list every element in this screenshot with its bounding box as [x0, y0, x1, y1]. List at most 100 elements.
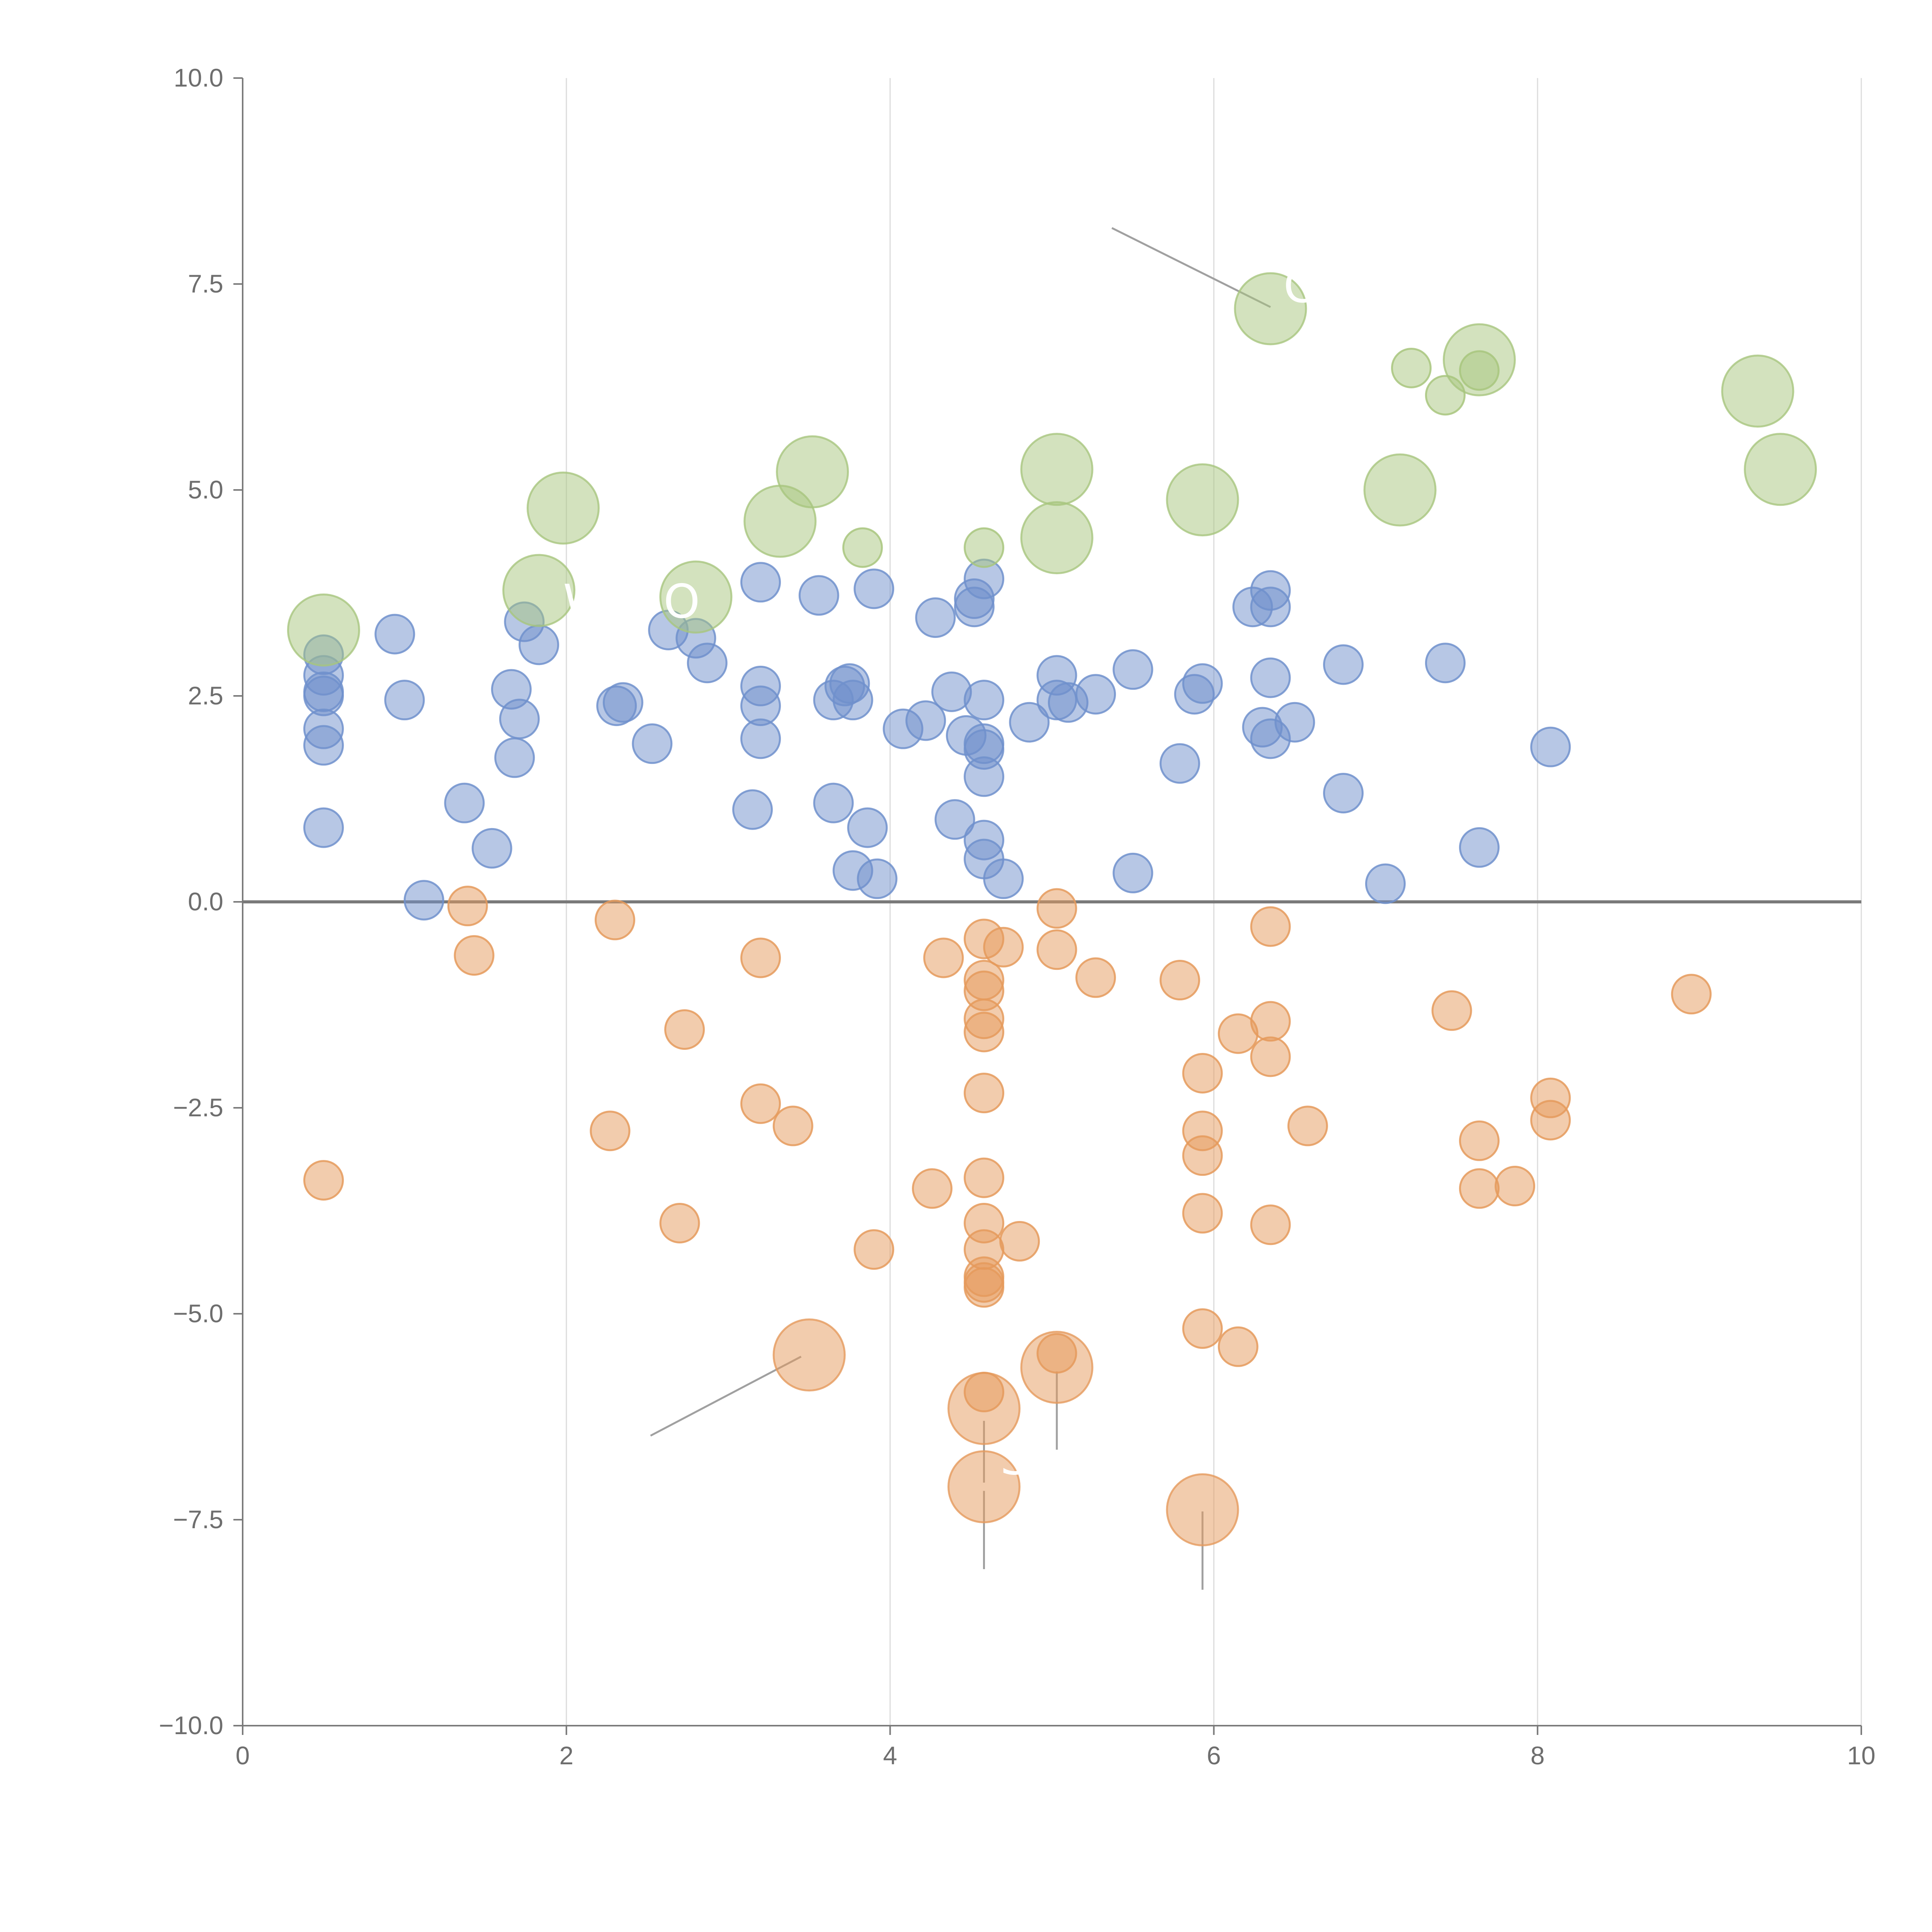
- point-blue-16: [519, 624, 560, 665]
- annotations: C OW S H: [563, 260, 1316, 1486]
- point-blue-28: [798, 575, 839, 616]
- y-tick-label-2: 5.0: [188, 475, 223, 504]
- point-orange-51: [1671, 974, 1712, 1015]
- large-point-orange-17: [1020, 1331, 1094, 1404]
- point-orange-8: [740, 1083, 781, 1124]
- point-blue-72: [1323, 773, 1364, 814]
- point-orange-47: [1459, 1168, 1500, 1209]
- point-orange-50: [1530, 1100, 1571, 1141]
- point-orange-44: [1287, 1105, 1328, 1146]
- point-orange-7: [740, 937, 781, 978]
- point-blue-19: [632, 723, 673, 764]
- point-blue-27: [740, 718, 781, 759]
- y-tick-label-4: 0.0: [188, 887, 223, 916]
- point-orange-40: [1250, 906, 1291, 947]
- point-orange-10: [854, 1229, 895, 1270]
- point-blue-37: [857, 858, 898, 899]
- point-blue-18: [602, 682, 643, 723]
- point-orange-26: [983, 927, 1024, 968]
- point-orange-33: [1182, 1053, 1223, 1094]
- point-blue-75: [1459, 827, 1500, 868]
- point-blue-54: [1009, 702, 1050, 743]
- point-orange-5: [659, 1202, 700, 1243]
- point-blue-59: [1112, 649, 1153, 690]
- point-orange-12: [923, 937, 964, 978]
- point-blue-67: [1250, 587, 1291, 628]
- point-orange-29: [1036, 929, 1077, 970]
- large-point-orange-15: [947, 1372, 1021, 1445]
- annotation-label-0: C: [1284, 260, 1316, 313]
- large-point-green-0: [287, 593, 360, 667]
- point-orange-37: [1182, 1308, 1223, 1349]
- x-tick-label-4: 8: [1531, 1741, 1545, 1770]
- x-tick-label-0: 0: [236, 1741, 250, 1770]
- large-point-green-10: [1363, 453, 1437, 527]
- point-blue-47: [964, 680, 1005, 721]
- large-point-green-3: [659, 560, 733, 634]
- point-orange-4: [590, 1111, 631, 1151]
- point-orange-9: [772, 1105, 813, 1146]
- point-orange-2: [454, 935, 495, 976]
- point-orange-45: [1431, 990, 1472, 1031]
- point-orange-42: [1250, 1036, 1291, 1077]
- point-blue-76: [1530, 726, 1571, 767]
- point-orange-36: [1182, 1193, 1223, 1234]
- point-blue-5: [303, 725, 344, 766]
- large-point-orange-18: [1166, 1473, 1239, 1546]
- point-orange-39: [1218, 1326, 1259, 1367]
- large-point-green-12: [1721, 354, 1794, 428]
- point-blue-23: [732, 789, 773, 830]
- point-orange-3: [594, 900, 635, 940]
- point-blue-50: [964, 756, 1005, 797]
- point-orange-19: [964, 1157, 1005, 1198]
- point-blue-10: [444, 782, 485, 823]
- large-point-green-8: [1166, 463, 1239, 537]
- large-point-orange-16: [947, 1450, 1021, 1524]
- annotation-label-1: O: [663, 575, 700, 629]
- large-point-green-7: [1020, 501, 1094, 575]
- point-orange-28: [1036, 888, 1077, 929]
- point-blue-30: [813, 782, 854, 823]
- point-blue-53: [983, 858, 1024, 899]
- y-tick-label-3: 2.5: [188, 681, 223, 710]
- point-orange-0: [303, 1160, 344, 1201]
- point-blue-24: [740, 562, 781, 603]
- point-blue-68: [1250, 657, 1291, 698]
- x-tick-label-2: 4: [883, 1741, 897, 1770]
- y-tick-label-0: 10.0: [174, 63, 223, 92]
- large-point-green-13: [1744, 433, 1817, 506]
- annotation-label-3: S: [1000, 1432, 1029, 1486]
- point-orange-24: [964, 1267, 1005, 1308]
- large-point-green-2: [526, 471, 600, 545]
- point-orange-27: [999, 1221, 1040, 1262]
- point-blue-33: [832, 680, 873, 721]
- point-orange-18: [964, 1073, 1005, 1114]
- large-point-orange-14: [772, 1318, 846, 1392]
- point-orange-31: [1075, 957, 1116, 998]
- y-tick-label-1: 7.5: [188, 269, 223, 298]
- point-blue-71: [1323, 644, 1364, 685]
- annotation-label-2: W: [563, 575, 609, 629]
- point-orange-43: [1250, 1204, 1291, 1245]
- point-blue-22: [687, 643, 728, 684]
- point-blue-70: [1274, 702, 1315, 743]
- point-blue-73: [1365, 863, 1406, 904]
- point-blue-6: [303, 807, 344, 848]
- point-blue-13: [494, 737, 535, 778]
- point-blue-9: [403, 880, 444, 921]
- point-blue-61: [1159, 743, 1200, 784]
- y-tick-label-6: −5.0: [173, 1299, 223, 1328]
- point-orange-41: [1250, 1001, 1291, 1042]
- point-blue-8: [384, 680, 425, 721]
- point-blue-42: [934, 799, 975, 840]
- point-blue-58: [1075, 674, 1116, 715]
- point-blue-39: [905, 700, 946, 741]
- point-blue-63: [1182, 663, 1223, 704]
- large-point-green-6: [1020, 433, 1094, 506]
- x-tick-label-5: 10: [1847, 1741, 1875, 1770]
- x-axis-ticks: 0 2 4 6 8 10: [236, 1726, 1876, 1770]
- y-tick-label-8: −10.0: [159, 1711, 223, 1740]
- y-tick-label-7: −7.5: [173, 1505, 223, 1534]
